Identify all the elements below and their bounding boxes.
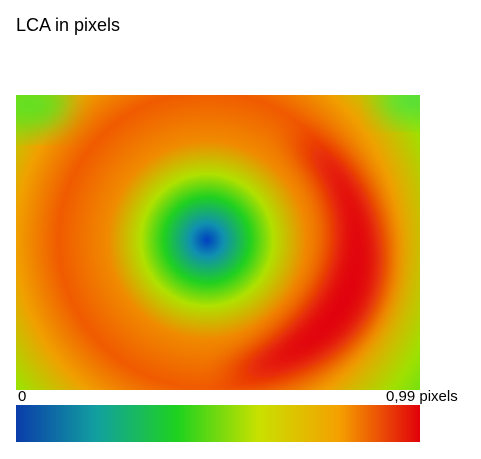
colorbar-tick-label: 0,99 pixels — [386, 388, 458, 405]
colorbar-scale — [16, 405, 420, 442]
colorbar-tick-label: 0 — [18, 388, 26, 405]
chart-title: LCA in pixels — [16, 15, 120, 35]
heatmap — [16, 95, 420, 390]
colorbar: 0 0,99 pixels — [16, 388, 458, 442]
